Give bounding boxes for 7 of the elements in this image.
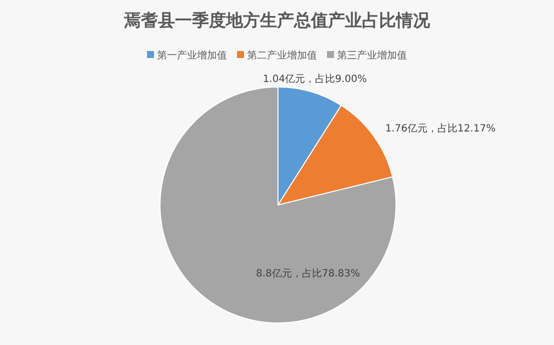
data-label: 8.8亿元，占比78.83% — [256, 268, 360, 280]
data-label: 1.76亿元，占比12.17% — [385, 122, 496, 134]
legend-label: 第三产业增加值 — [337, 50, 407, 62]
chart-title: 焉耆县一季度地方生产总值产业占比情况 — [123, 11, 431, 31]
legend-label: 第一产业增加值 — [157, 50, 227, 62]
data-label: 1.04亿元，占比9.00% — [262, 72, 367, 85]
legend-label: 第二产业增加值 — [247, 50, 317, 62]
